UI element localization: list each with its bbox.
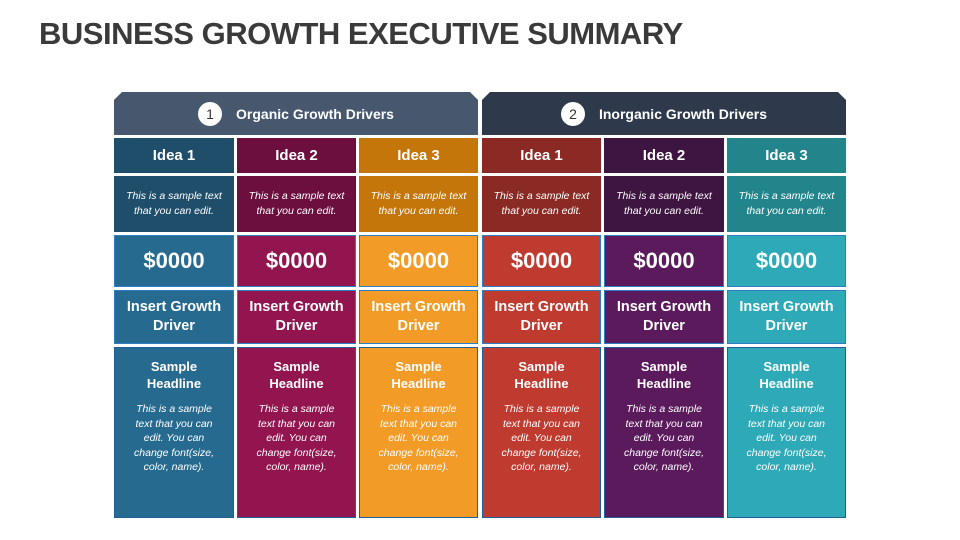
group-header-inorganic: 2 Inorganic Growth Drivers <box>482 92 846 135</box>
detail-cell: Sample Headline This is a sample text tha… <box>359 347 478 518</box>
headline: Sample Headline <box>146 359 202 391</box>
driver-text: Insert Growth Driver <box>616 299 712 334</box>
value-text: $0000 <box>265 248 328 273</box>
description-text: This is a sample text that you can edit. <box>493 190 590 217</box>
value-text: $0000 <box>387 248 450 273</box>
idea-header: Idea 2 <box>604 138 724 173</box>
idea-label: Idea 2 <box>642 147 686 164</box>
description-text: This is a sample text that you can edit. <box>248 190 345 217</box>
idea-header: Idea 1 <box>482 138 601 173</box>
body-text: This is a sample text that you can edit.… <box>501 403 582 473</box>
group-label: Inorganic Growth Drivers <box>598 105 768 122</box>
value-cell: $0000 <box>482 235 601 287</box>
group-header-organic: 1 Organic Growth Drivers <box>114 92 478 135</box>
body-text: This is a sample text that you can edit.… <box>378 403 459 473</box>
headline: Sample Headline <box>514 359 569 391</box>
growth-driver-cell: Insert Growth Driver <box>727 290 846 344</box>
detail-cell: Sample Headline This is a sample text tha… <box>482 347 601 518</box>
body-text: This is a sample text that you can edit.… <box>256 403 337 473</box>
value-text: $0000 <box>143 248 205 273</box>
idea-description: This is a sample text that you can edit. <box>482 176 601 232</box>
group-number-badge: 2 <box>561 102 585 126</box>
growth-driver-cell: Insert Growth Driver <box>604 290 724 344</box>
growth-driver-cell: Insert Growth Driver <box>359 290 478 344</box>
idea-description: This is a sample text that you can edit. <box>237 176 356 232</box>
growth-driver-cell: Insert Growth Driver <box>237 290 356 344</box>
value-cell: $0000 <box>727 235 846 287</box>
driver-text: Insert Growth Driver <box>249 299 344 334</box>
idea-header: Idea 2 <box>237 138 356 173</box>
headline: Sample Headline <box>269 359 324 391</box>
idea-description: This is a sample text that you can edit. <box>359 176 478 232</box>
idea-description: This is a sample text that you can edit. <box>114 176 234 232</box>
driver-text: Insert Growth Driver <box>494 299 589 334</box>
driver-text: Insert Growth Driver <box>739 299 834 334</box>
body-text: This is a sample text that you can edit.… <box>624 403 704 473</box>
group-number-badge: 1 <box>198 102 222 126</box>
value-cell: $0000 <box>359 235 478 287</box>
driver-text: Insert Growth Driver <box>126 299 222 334</box>
description-text: This is a sample text that you can edit. <box>370 190 467 217</box>
idea-label: Idea 3 <box>765 147 808 164</box>
body-text: This is a sample text that you can edit.… <box>134 403 214 473</box>
headline: Sample Headline <box>636 359 692 391</box>
detail-cell: Sample Headline This is a sample text tha… <box>604 347 724 518</box>
growth-driver-cell: Insert Growth Driver <box>114 290 234 344</box>
detail-cell: Sample Headline This is a sample text tha… <box>114 347 234 518</box>
value-cell: $0000 <box>604 235 724 287</box>
description-text: This is a sample text that you can edit. <box>738 190 835 217</box>
value-text: $0000 <box>510 248 573 273</box>
value-cell: $0000 <box>114 235 234 287</box>
idea-header: Idea 3 <box>359 138 478 173</box>
value-text: $0000 <box>633 248 695 273</box>
description-text: This is a sample text that you can edit. <box>616 190 712 217</box>
idea-header: Idea 1 <box>114 138 234 173</box>
group-label: Organic Growth Drivers <box>236 105 394 122</box>
detail-cell: Sample Headline This is a sample text tha… <box>237 347 356 518</box>
growth-driver-cell: Insert Growth Driver <box>482 290 601 344</box>
idea-description: This is a sample text that you can edit. <box>604 176 724 232</box>
page-title: BUSINESS GROWTH EXECUTIVE SUMMARY <box>39 16 683 51</box>
description-text: This is a sample text that you can edit. <box>126 190 222 217</box>
headline: Sample Headline <box>759 359 814 391</box>
value-text: $0000 <box>755 248 818 273</box>
idea-header: Idea 3 <box>727 138 846 173</box>
idea-label: Idea 3 <box>397 147 440 164</box>
idea-label: Idea 2 <box>275 147 318 164</box>
idea-description: This is a sample text that you can edit. <box>727 176 846 232</box>
value-cell: $0000 <box>237 235 356 287</box>
detail-cell: Sample Headline This is a sample text tha… <box>727 347 846 518</box>
idea-label: Idea 1 <box>152 147 196 164</box>
driver-text: Insert Growth Driver <box>371 299 466 334</box>
idea-label: Idea 1 <box>520 147 563 164</box>
body-text: This is a sample text that you can edit.… <box>746 403 827 473</box>
headline: Sample Headline <box>391 359 446 391</box>
